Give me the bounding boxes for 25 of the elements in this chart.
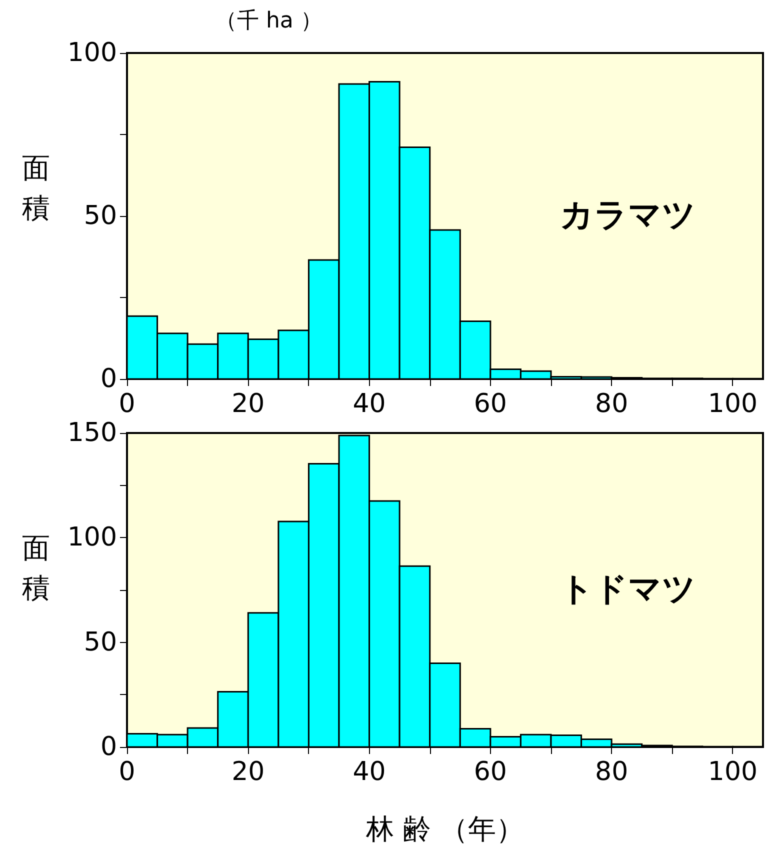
text: （千 ha ）: [215, 8, 322, 34]
x-tick-label: 20: [232, 757, 265, 787]
y-tick-label: 0: [100, 732, 117, 762]
x-tick-label: 80: [595, 757, 628, 787]
y-tick-label: 100: [67, 522, 117, 553]
y-tick-label: 50: [84, 627, 117, 658]
y-tick-label: 100: [67, 38, 117, 68]
y-tick-label: 150: [67, 418, 117, 448]
x-axis-title: 林 齢 （年）: [365, 812, 524, 846]
text: トドマツ: [560, 569, 696, 608]
x-tick-label: 60: [474, 757, 507, 787]
x-tick-label: 100: [708, 757, 758, 787]
y-axis-title: 面積: [22, 152, 50, 224]
x-tick-label: 40: [352, 389, 386, 419]
x-tick-label: 80: [595, 389, 628, 419]
x-tick-label: 0: [118, 757, 136, 787]
x-tick-label: 40: [352, 757, 386, 787]
text: カラマツ: [560, 195, 696, 234]
x-tick-label: 100: [708, 389, 758, 419]
y-tick-label: 50: [84, 201, 117, 231]
y-axis-title: 面積: [22, 532, 50, 604]
y-tick-label: 0: [100, 364, 117, 394]
x-tick-label: 0: [118, 389, 136, 419]
x-tick-label: 20: [232, 389, 265, 419]
x-tick-label: 60: [474, 389, 507, 419]
